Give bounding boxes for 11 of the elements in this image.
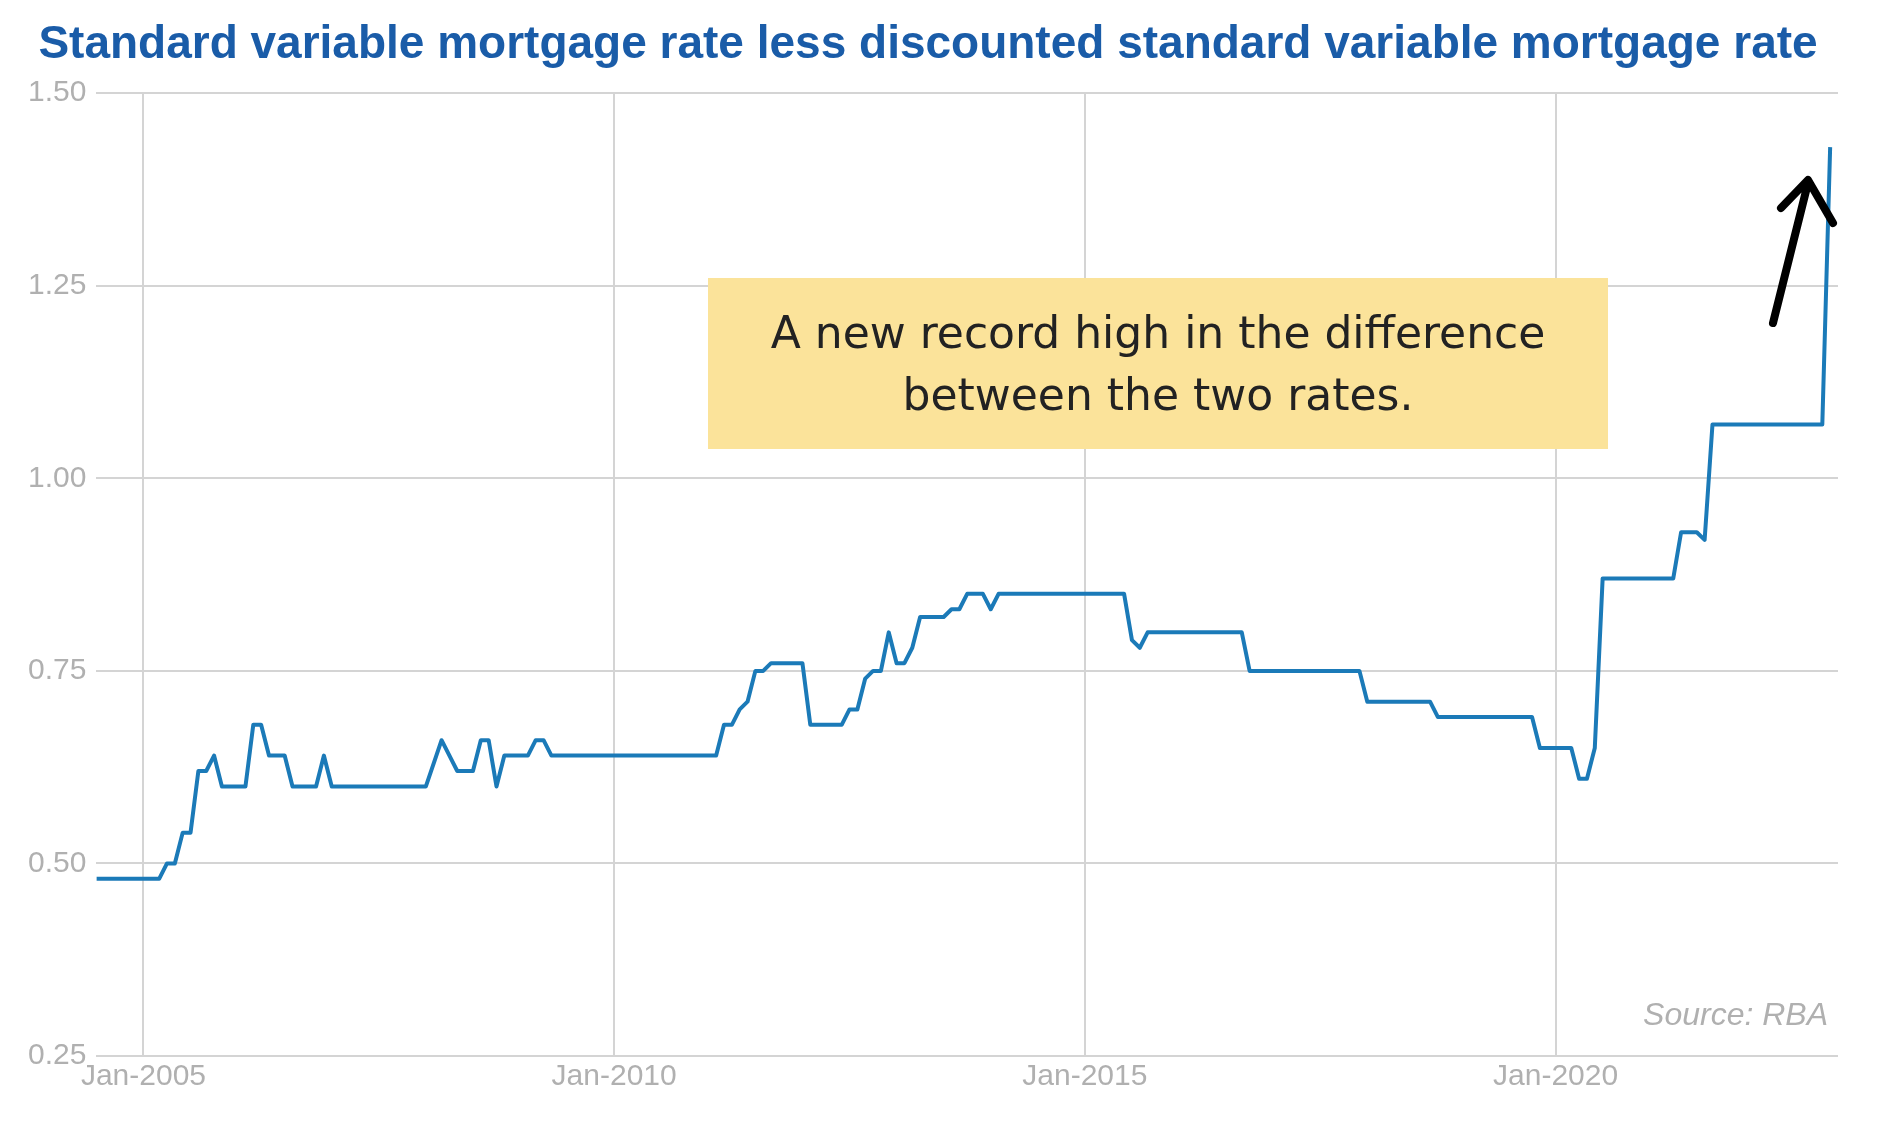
x-tick-label: Jan-2015 (1022, 1058, 1148, 1092)
chart-title: Standard variable mortgage rate less discounted standard variable mortgage rate (38, 16, 1818, 69)
y-tick-label: 1.00 (28, 459, 87, 493)
y-tick-label: 1.25 (28, 267, 87, 301)
x-tick-label: Jan-2010 (551, 1058, 677, 1092)
y-tick-label: 0.50 (28, 844, 87, 878)
x-tick-label: Jan-2020 (1493, 1058, 1619, 1092)
sticky-note: A new record high in the difference between the two rates. (708, 278, 1608, 450)
annotation: Source: RBA (1643, 996, 1828, 1033)
y-tick-label: 1.50 (28, 74, 87, 108)
y-tick-label: 0.75 (28, 652, 87, 686)
